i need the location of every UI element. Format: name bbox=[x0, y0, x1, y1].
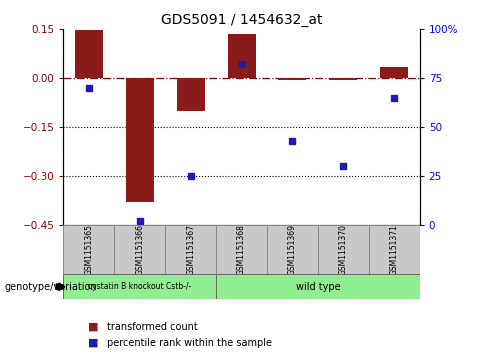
Text: percentile rank within the sample: percentile rank within the sample bbox=[107, 338, 272, 348]
Bar bbox=[227, 34, 256, 78]
Bar bbox=[126, 78, 154, 202]
Bar bbox=[165, 225, 216, 274]
Text: GSM1151366: GSM1151366 bbox=[135, 224, 144, 275]
Text: ■: ■ bbox=[88, 338, 99, 348]
Bar bbox=[114, 225, 165, 274]
Bar bbox=[267, 225, 318, 274]
Text: wild type: wild type bbox=[296, 282, 340, 292]
Text: GSM1151367: GSM1151367 bbox=[186, 224, 195, 275]
Bar bbox=[318, 225, 369, 274]
Bar bbox=[63, 274, 216, 299]
Bar bbox=[63, 225, 114, 274]
Bar bbox=[216, 274, 420, 299]
Bar bbox=[279, 78, 306, 79]
Text: GSM1151365: GSM1151365 bbox=[84, 224, 93, 275]
Bar bbox=[216, 225, 267, 274]
Text: GSM1151369: GSM1151369 bbox=[288, 224, 297, 275]
Bar bbox=[75, 30, 103, 78]
Bar bbox=[177, 78, 204, 111]
Text: cystatin B knockout Cstb-/-: cystatin B knockout Cstb-/- bbox=[88, 282, 191, 291]
Bar bbox=[369, 225, 420, 274]
Title: GDS5091 / 1454632_at: GDS5091 / 1454632_at bbox=[161, 13, 322, 26]
Text: transformed count: transformed count bbox=[107, 322, 198, 332]
Bar bbox=[329, 78, 357, 79]
Text: genotype/variation: genotype/variation bbox=[5, 282, 98, 292]
Text: GSM1151370: GSM1151370 bbox=[339, 224, 348, 275]
Text: GSM1151368: GSM1151368 bbox=[237, 224, 246, 275]
Bar bbox=[380, 66, 408, 78]
Text: GSM1151371: GSM1151371 bbox=[390, 224, 399, 275]
Text: ■: ■ bbox=[88, 322, 99, 332]
